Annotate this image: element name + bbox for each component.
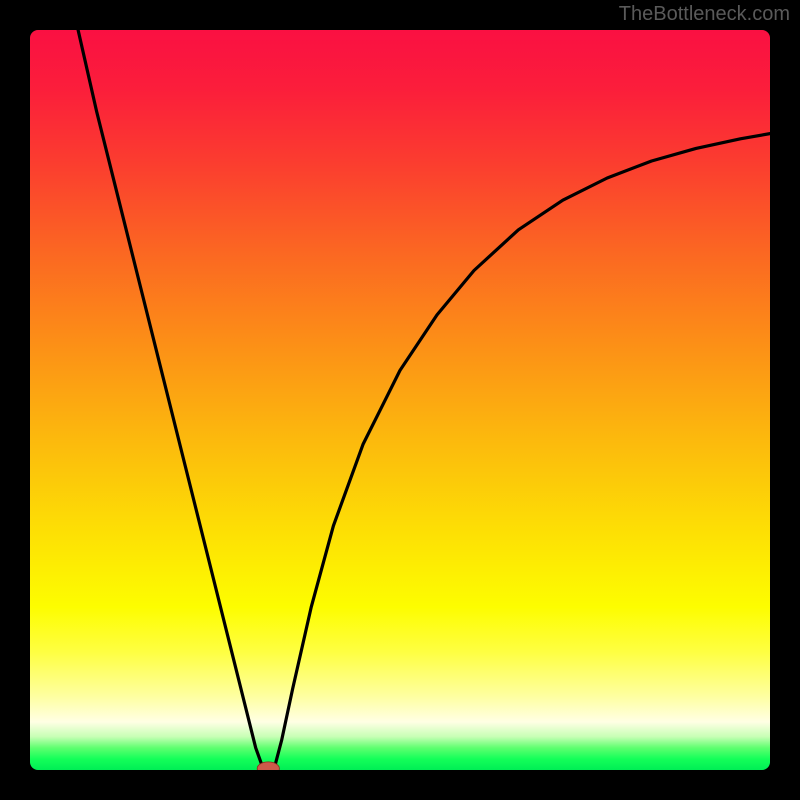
- watermark-text: TheBottleneck.com: [619, 3, 790, 26]
- chart-plot-area: [30, 30, 770, 770]
- gradient-background: [30, 30, 770, 770]
- chart-svg: [30, 30, 770, 770]
